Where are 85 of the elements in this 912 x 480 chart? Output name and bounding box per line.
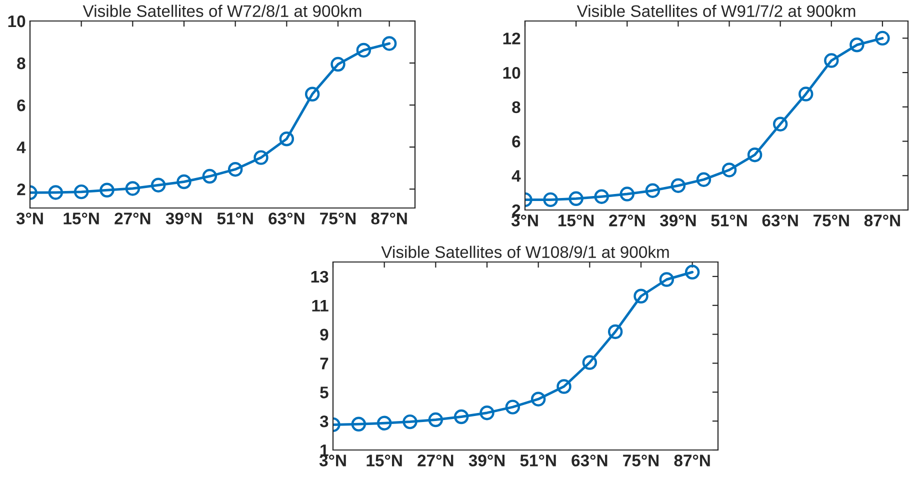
y-tick-label: 2 xyxy=(17,183,26,196)
point xyxy=(48,185,64,200)
y-tick-label: 8 xyxy=(17,57,26,70)
point xyxy=(608,324,623,340)
y-tick-label: 4 xyxy=(512,170,521,182)
x-tick-label: 75°N xyxy=(320,212,356,224)
x-tick-label: 27°N xyxy=(609,214,645,226)
y-tick-label: 10 xyxy=(503,66,520,79)
y-tick-label: 13 xyxy=(311,270,328,283)
x-tick-label: 75°N xyxy=(814,214,849,226)
x-tick-label: 15°N xyxy=(64,212,99,224)
point xyxy=(330,56,346,72)
y-tick-label: 11 xyxy=(312,300,328,312)
point xyxy=(74,184,89,200)
x-tick-label: 51°N xyxy=(520,454,556,466)
point xyxy=(279,132,294,146)
chart-title: Visible Satellites of W91/7/2 at 900km xyxy=(576,4,856,17)
point xyxy=(254,150,268,165)
chart-title: Visible Satellites of W72/8/1 at 900km xyxy=(82,4,362,17)
point xyxy=(150,178,166,192)
point xyxy=(176,174,192,190)
y-tick-label: 6 xyxy=(17,99,26,112)
chart-title: Visible Satellites of W108/9/1 at 900km xyxy=(381,246,669,258)
point xyxy=(620,186,634,202)
x-tick-label: 3°N xyxy=(319,454,346,466)
x-tick-label: 27°N xyxy=(418,454,454,466)
y-tick-label: 5 xyxy=(320,386,328,398)
x-tick-label: 63°N xyxy=(268,212,304,224)
point xyxy=(684,264,700,280)
point xyxy=(875,30,890,46)
point xyxy=(454,409,469,424)
point xyxy=(304,86,320,102)
point xyxy=(228,162,243,177)
y-tick-label: 3 xyxy=(320,415,328,428)
point xyxy=(582,355,598,370)
x-tick-label: 39°N xyxy=(468,454,504,466)
x-tick-label: 27°N xyxy=(114,212,150,224)
point xyxy=(594,189,609,204)
y-tick-label: 4 xyxy=(16,142,26,154)
point xyxy=(125,181,140,196)
y-tick-label: 12 xyxy=(503,32,520,44)
x-tick-label: 3°N xyxy=(511,214,538,226)
x-tick-label: 87°N xyxy=(864,214,900,226)
point xyxy=(798,86,814,102)
y-tick-label: 8 xyxy=(512,101,520,114)
point xyxy=(645,183,660,198)
point xyxy=(543,192,558,208)
x-tick-label: 15°N xyxy=(366,454,402,466)
point xyxy=(696,172,712,187)
x-tick-label: 39°N xyxy=(166,212,202,224)
point xyxy=(670,178,686,193)
y-tick-label: 6 xyxy=(512,136,520,148)
x-tick-label: 51°N xyxy=(711,214,747,226)
point xyxy=(824,53,839,68)
point xyxy=(568,191,584,206)
point xyxy=(402,414,418,430)
point xyxy=(428,412,444,428)
y-tick-label: 7 xyxy=(320,358,328,370)
point xyxy=(382,36,397,51)
point xyxy=(850,38,864,52)
point xyxy=(480,405,494,420)
x-tick-label: 3°N xyxy=(16,212,43,224)
point xyxy=(722,162,737,178)
point xyxy=(376,416,392,430)
point xyxy=(747,147,762,162)
point xyxy=(202,168,218,184)
y-tick-label: 9 xyxy=(320,328,328,341)
point xyxy=(772,116,788,132)
x-tick-label: 87°N xyxy=(674,454,710,466)
point xyxy=(351,416,366,432)
point xyxy=(634,288,648,304)
x-tick-label: 15°N xyxy=(558,214,594,226)
x-tick-label: 75°N xyxy=(623,454,658,466)
point xyxy=(505,400,520,414)
point xyxy=(659,272,674,287)
x-tick-label: 87°N xyxy=(371,212,407,224)
y-tick-label: 10 xyxy=(8,15,26,28)
point xyxy=(530,392,546,406)
x-tick-label: 63°N xyxy=(572,454,608,466)
x-tick-label: 63°N xyxy=(762,214,798,226)
point xyxy=(100,182,114,198)
point xyxy=(356,42,372,58)
x-tick-label: 51°N xyxy=(217,212,253,224)
point xyxy=(556,379,572,394)
x-tick-label: 39°N xyxy=(660,214,696,226)
